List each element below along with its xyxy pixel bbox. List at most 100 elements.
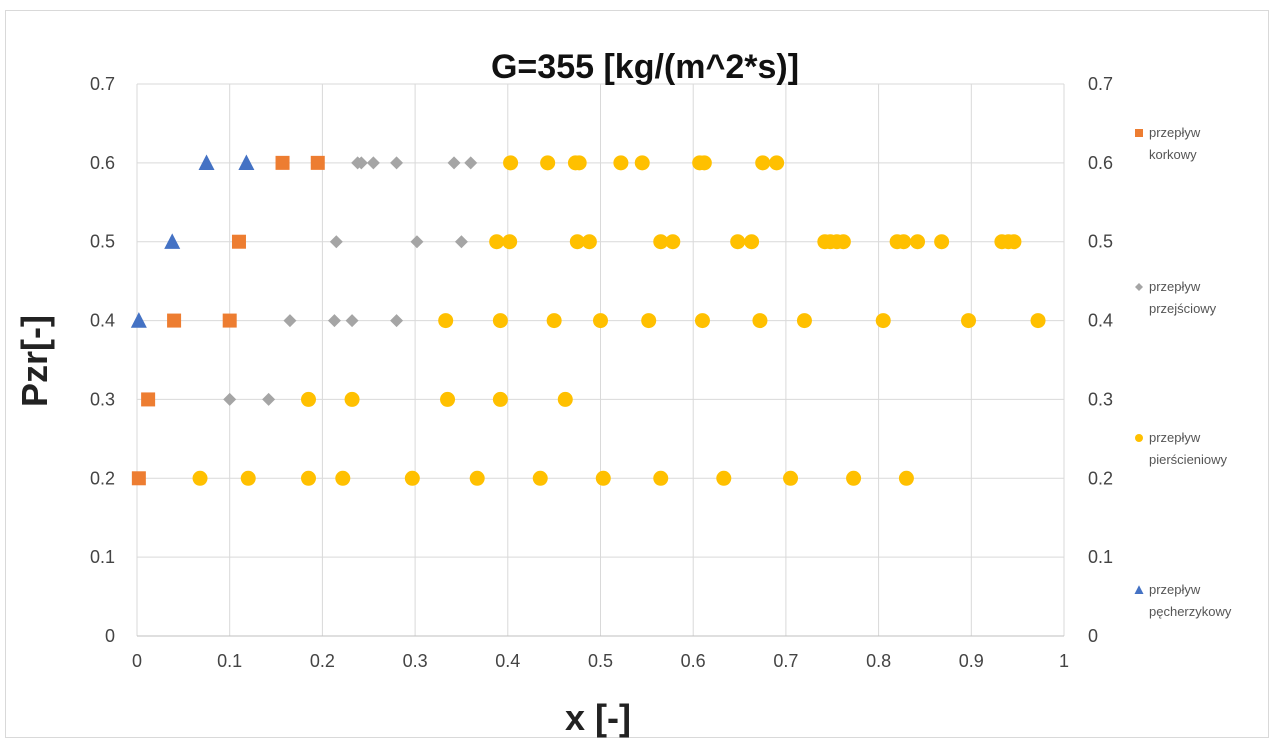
data-point (164, 233, 181, 249)
data-point (593, 313, 608, 329)
data-point (231, 234, 246, 249)
data-point (310, 155, 325, 170)
series-2 (192, 155, 1046, 486)
data-point (438, 313, 454, 329)
x-tick-label: 0.4 (495, 651, 520, 671)
gridlines (136, 83, 1065, 637)
secondary-y-tick-labels: 0 0.1 0.2 0.3 0.4 0.5 0.6 0.7 (1088, 74, 1113, 646)
data-point (744, 234, 760, 250)
secondary-y-tick-label: 0.5 (1088, 232, 1113, 252)
legend-marker (1135, 283, 1143, 291)
legend-label: przepływ (1149, 430, 1201, 445)
data-point (192, 470, 208, 486)
x-tick-label: 0.7 (773, 651, 798, 671)
data-point (569, 234, 585, 250)
x-tick-label: 0.2 (310, 651, 335, 671)
data-point (653, 234, 669, 250)
legend: przepływ korkowy przepływ przejściowy przepł… (1134, 125, 1232, 619)
series-3 (130, 154, 255, 328)
data-point (752, 313, 768, 329)
y-axis-title: Pzr[-] (14, 315, 55, 407)
data-point (796, 313, 812, 329)
data-point (410, 235, 424, 249)
data-point (783, 470, 799, 486)
x-axis-title: x [-] (565, 697, 631, 738)
data-point (910, 234, 926, 250)
data-point (581, 234, 597, 250)
data-point (240, 470, 256, 486)
x-tick-label: 0 (132, 651, 142, 671)
data-point (329, 235, 343, 249)
data-point (1006, 234, 1022, 250)
legend-label: przepływ (1149, 279, 1201, 294)
data-point (335, 470, 351, 486)
data-point (898, 470, 914, 486)
x-tick-label: 0.5 (588, 651, 613, 671)
data-point (641, 313, 657, 329)
data-point (503, 155, 519, 171)
y-tick-label: 0.4 (90, 311, 115, 331)
legend-label: pierścieniowy (1149, 452, 1228, 467)
data-point (327, 314, 341, 328)
secondary-y-tick-label: 0.7 (1088, 74, 1113, 94)
legend-marker (1134, 585, 1144, 595)
data-point (492, 391, 508, 407)
data-point (141, 392, 156, 407)
data-point (755, 155, 771, 171)
x-tick-label: 0.8 (866, 651, 891, 671)
secondary-y-tick-label: 0.6 (1088, 153, 1113, 173)
legend-label: pęcherzykowy (1149, 604, 1232, 619)
legend-label: przepływ (1149, 125, 1201, 140)
data-point (769, 155, 785, 171)
data-point (595, 470, 611, 486)
data-point (390, 156, 404, 170)
data-point (489, 234, 505, 250)
data-point (223, 392, 237, 406)
data-point (934, 234, 950, 250)
data-point (469, 470, 485, 486)
data-point (502, 234, 518, 250)
chart-frame (5, 10, 1269, 738)
y-tick-labels: 0 0.1 0.2 0.3 0.4 0.5 0.6 0.7 (90, 74, 115, 646)
x-tick-label: 1 (1059, 651, 1069, 671)
data-point (344, 391, 360, 407)
data-point (222, 313, 237, 328)
x-tick-labels: 0 0.1 0.2 0.3 0.4 0.5 0.6 0.7 0.8 0.9 1 (132, 651, 1069, 671)
data-point (447, 156, 461, 170)
secondary-y-tick-label: 0.2 (1088, 468, 1113, 488)
y-tick-label: 0 (105, 626, 115, 646)
data-point (613, 155, 629, 171)
data-point (716, 470, 732, 486)
data-point (730, 234, 746, 250)
secondary-y-tick-label: 0.4 (1088, 311, 1113, 331)
data-point (390, 314, 404, 328)
secondary-y-tick-label: 0.1 (1088, 547, 1113, 567)
data-point (464, 156, 478, 170)
y-tick-label: 0.7 (90, 74, 115, 94)
x-tick-label: 0.9 (959, 651, 984, 671)
y-tick-label: 0.6 (90, 153, 115, 173)
data-point (300, 391, 316, 407)
data-point (634, 155, 650, 171)
data-point (238, 154, 255, 170)
legend-label: przepływ (1149, 582, 1201, 597)
data-point (130, 312, 147, 328)
data-point (167, 313, 182, 328)
secondary-y-tick-label: 0 (1088, 626, 1098, 646)
legend-label: przejściowy (1149, 301, 1217, 316)
series-0 (131, 155, 325, 486)
series-1 (223, 156, 478, 406)
data-point (540, 155, 556, 171)
data-point (694, 313, 710, 329)
data-point (275, 155, 290, 170)
data-point (1030, 313, 1046, 329)
data-point (283, 314, 297, 328)
data-point (846, 470, 862, 486)
data-point (492, 313, 508, 329)
data-point (653, 470, 669, 486)
data-points (130, 154, 1046, 486)
data-point (665, 234, 681, 250)
data-point (300, 470, 316, 486)
y-tick-label: 0.2 (90, 468, 115, 488)
